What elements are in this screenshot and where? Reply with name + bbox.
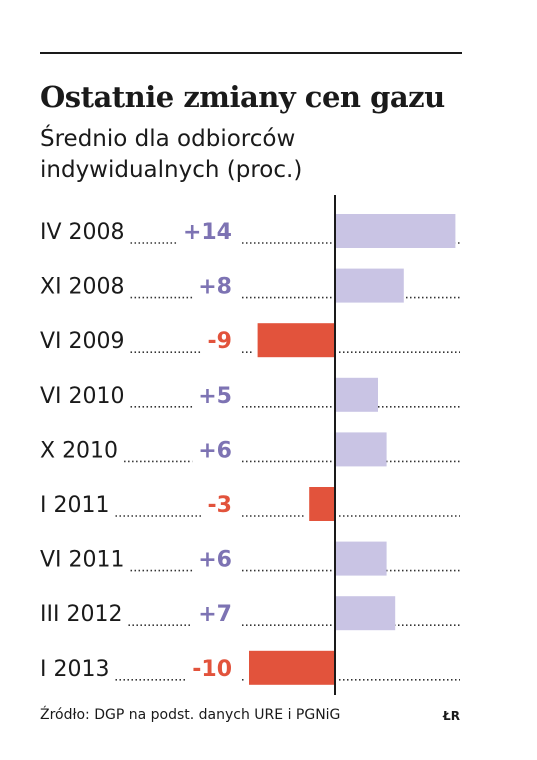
bar-chart: IV 2008 +14 XI 2008 +8 VI 2009 -9 VI 2010 +5 X 2… [40,195,460,695]
bar [335,268,404,303]
value-label: +6 [198,438,232,463]
value-label: +5 [198,384,232,409]
category-label: VI 2011 [40,548,125,573]
source-note: Źródło: DGP na podst. danych URE i PGNiG [40,707,341,723]
value-label: +6 [198,548,232,573]
bar [335,432,387,467]
category-label: VI 2010 [40,384,125,409]
value-label: +14 [183,220,232,245]
top-rule [40,52,462,54]
bar [335,214,456,248]
value-label: +7 [198,602,232,627]
author-logo: ŁR [443,709,460,723]
value-label: +8 [198,275,232,300]
bar [335,596,396,631]
bar [335,541,387,576]
value-label: -10 [192,657,232,682]
category-label: X 2010 [40,438,118,463]
chart-subtitle: Średnio dla odbiorców indywidualnych (pr… [40,126,303,183]
category-label: I 2011 [40,493,109,518]
value-label: -3 [208,493,232,518]
category-label: I 2013 [40,657,109,682]
value-label: -9 [208,329,232,354]
category-label: VI 2009 [40,329,125,354]
bar [309,487,335,521]
category-label: IV 2008 [40,220,125,245]
bar [335,377,378,412]
category-label: XI 2008 [40,275,125,300]
bar [257,323,335,358]
category-label: III 2012 [40,602,122,627]
bar [249,650,335,685]
chart-title: Ostatnie zmiany cen gazu [40,80,445,114]
